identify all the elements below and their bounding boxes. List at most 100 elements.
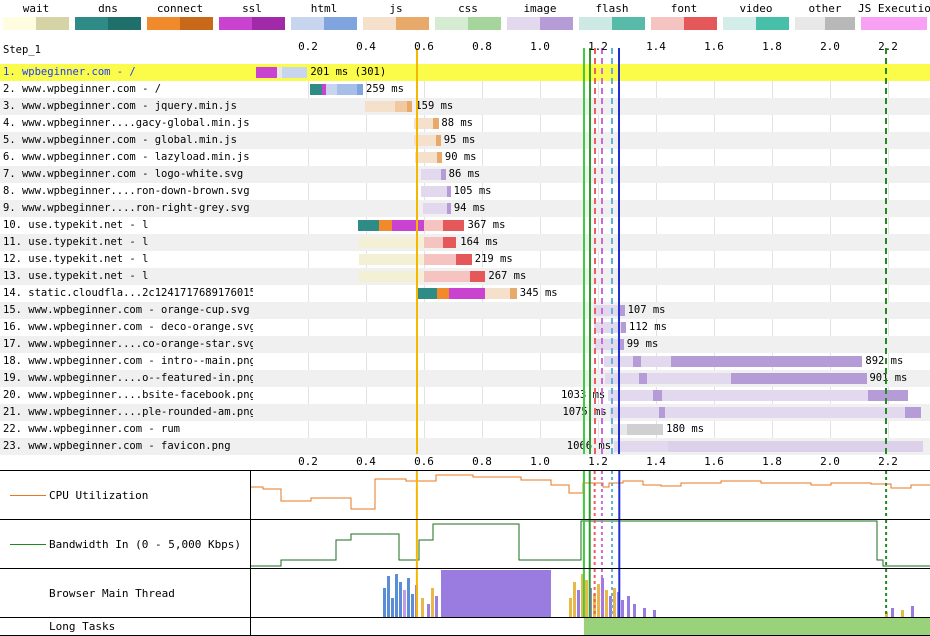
- request-duration: 94 ms: [453, 202, 486, 214]
- scale-tick-label: 1.6: [704, 455, 724, 468]
- request-label[interactable]: 11. use.typekit.net - l: [3, 236, 149, 248]
- timing-bar-segment: [358, 237, 424, 248]
- request-row[interactable]: 17. www.wpbeginner....co-orange-star.svg…: [0, 336, 930, 353]
- request-row[interactable]: 16. www.wpbeginner.com - deco-orange.svg…: [0, 319, 930, 336]
- request-row[interactable]: 3. www.wpbeginner.com - jquery.min.js 159…: [0, 98, 930, 115]
- scale-tick-label: 0.4: [356, 40, 376, 53]
- legend-swatch: [3, 17, 69, 30]
- legend-swatch: [507, 17, 573, 30]
- timing-bar-segment: [365, 101, 409, 112]
- request-label[interactable]: 18. www.wpbeginner.com - intro--main.png: [3, 355, 253, 367]
- request-row[interactable]: 21. www.wpbeginner....ple-rounded-am.png…: [0, 404, 930, 421]
- request-row[interactable]: 22. www.wpbeginner.com - rum 180 ms: [0, 421, 930, 438]
- cpu-utilization-graph: [251, 471, 930, 519]
- scale-tick-label: 0.6: [414, 40, 434, 53]
- timing-bar-segment: [609, 407, 922, 418]
- timing-bar-segment: [448, 288, 485, 299]
- request-label[interactable]: 23. www.wpbeginner.com - favicon.png: [3, 440, 231, 452]
- request-row[interactable]: 20. www.wpbeginner....bsite-facebook.png…: [0, 387, 930, 404]
- request-row[interactable]: 15. www.wpbeginner.com - orange-cup.svg 1…: [0, 302, 930, 319]
- request-duration: 164 ms: [460, 236, 499, 248]
- request-label[interactable]: 19. www.wpbeginner....o--featured-in.png: [3, 372, 253, 384]
- request-label[interactable]: 21. www.wpbeginner....ple-rounded-am.png: [3, 406, 253, 418]
- request-label[interactable]: 15. www.wpbeginner.com - orange-cup.svg: [3, 304, 250, 316]
- timing-bar-segment: [658, 407, 665, 418]
- request-row[interactable]: 2. www.wpbeginner.com - / 259 ms: [0, 81, 930, 98]
- request-label[interactable]: 3. www.wpbeginner.com - jquery.min.js: [3, 100, 237, 112]
- request-row[interactable]: 8. www.wpbeginner....ron-down-brown.svg 1…: [0, 183, 930, 200]
- request-label[interactable]: 2. www.wpbeginner.com - /: [3, 83, 162, 95]
- timing-bar-segment: [406, 101, 413, 112]
- request-duration: 892 ms: [865, 355, 904, 367]
- timing-marker-line: [618, 48, 621, 454]
- timing-bar-segment: [281, 67, 308, 78]
- request-row[interactable]: 9. www.wpbeginner....ron-right-grey.svg 9…: [0, 200, 930, 217]
- scale-tick-label: 0.6: [414, 455, 434, 468]
- legend-swatch: [723, 17, 789, 30]
- timing-bar-segment: [424, 237, 457, 248]
- timing-bar-segment: [321, 84, 326, 95]
- timing-bar-segment: [441, 169, 446, 180]
- legend-label: dns: [98, 2, 118, 15]
- request-label[interactable]: 9. www.wpbeginner....ron-right-grey.svg: [3, 202, 250, 214]
- bandwidth-panel: Bandwidth In (0 - 5,000 Kbps): [0, 519, 930, 568]
- timing-bar-segment: [437, 288, 449, 299]
- request-duration: 259 ms: [366, 83, 404, 95]
- request-label[interactable]: 16. www.wpbeginner.com - deco-orange.svg: [3, 321, 253, 333]
- timing-bar-segment: [608, 390, 908, 401]
- request-label[interactable]: 8. www.wpbeginner....ron-down-brown.svg: [3, 185, 250, 197]
- timing-bar-segment: [395, 101, 409, 112]
- timing-marker-line: [611, 48, 615, 454]
- request-label[interactable]: 12. use.typekit.net - l: [3, 253, 149, 265]
- request-label[interactable]: 10. use.typekit.net - l: [3, 219, 149, 231]
- timing-bar-segment: [470, 271, 486, 282]
- request-row[interactable]: 11. use.typekit.net - l 164 ms: [0, 234, 930, 251]
- timing-bar-segment: [593, 322, 627, 333]
- request-row[interactable]: 14. static.cloudfla...2c1241717689176015…: [0, 285, 930, 302]
- request-row[interactable]: 6. www.wpbeginner.com - lazyload.min.js 9…: [0, 149, 930, 166]
- main-thread-panel: Browser Main Thread: [0, 568, 930, 618]
- timing-bar-segment: [337, 84, 364, 95]
- legend-swatch: [651, 17, 717, 30]
- request-row[interactable]: 23. www.wpbeginner.com - favicon.png 1066…: [0, 438, 930, 455]
- request-duration: 112 ms: [629, 321, 667, 333]
- legend-item-other: other: [792, 0, 858, 34]
- timing-bar-segment: [509, 288, 517, 299]
- step-label: Step_1: [3, 44, 41, 56]
- legend-label: wait: [22, 2, 50, 15]
- request-label[interactable]: 6. www.wpbeginner.com - lazyload.min.js: [3, 151, 250, 163]
- request-label[interactable]: 14. static.cloudfla...2c1241717689176015: [3, 287, 253, 299]
- scale-tick-label: 1.0: [530, 40, 550, 53]
- timing-marker-line: [885, 48, 889, 454]
- scale-tick-label: 0.2: [298, 455, 318, 468]
- request-label[interactable]: 1. wpbeginner.com - /: [3, 66, 136, 78]
- legend-label: ssl: [242, 2, 262, 15]
- legend-label: font: [670, 2, 698, 15]
- request-label[interactable]: 22. www.wpbeginner.com - rum: [3, 423, 181, 435]
- request-label[interactable]: 7. www.wpbeginner.com - logo-white.svg: [3, 168, 244, 180]
- scale-tick-label: 1.6: [704, 40, 724, 53]
- timing-bar-segment: [392, 220, 424, 231]
- request-label[interactable]: 17. www.wpbeginner....co-orange-star.svg: [3, 338, 253, 350]
- request-row[interactable]: 7. www.wpbeginner.com - logo-white.svg 86…: [0, 166, 930, 183]
- request-row[interactable]: 18. www.wpbeginner.com - intro--main.png…: [0, 353, 930, 370]
- request-label[interactable]: 13. use.typekit.net - l: [3, 270, 149, 282]
- request-row[interactable]: 10. use.typekit.net - l 367 ms: [0, 217, 930, 234]
- request-label[interactable]: 20. www.wpbeginner....bsite-facebook.png: [3, 389, 253, 401]
- request-row[interactable]: 13. use.typekit.net - l 267 ms: [0, 268, 930, 285]
- scale-tick-label: 1.8: [762, 455, 782, 468]
- request-label[interactable]: 4. www.wpbeginner....gacy-global.min.js: [3, 117, 250, 129]
- timing-marker-line: [415, 48, 418, 454]
- request-row[interactable]: 4. www.wpbeginner....gacy-global.min.js 8…: [0, 115, 930, 132]
- legend-item-flash: flash: [576, 0, 648, 34]
- timing-bar-segment: [432, 118, 440, 129]
- request-row[interactable]: 12. use.typekit.net - l 219 ms: [0, 251, 930, 268]
- request-row[interactable]: 5. www.wpbeginner.com - global.min.js 95 …: [0, 132, 930, 149]
- request-label[interactable]: 5. www.wpbeginner.com - global.min.js: [3, 134, 237, 146]
- timing-bar-segment: [670, 356, 863, 367]
- request-row[interactable]: 1. wpbeginner.com - / 201 ms (301): [0, 64, 930, 81]
- request-row[interactable]: 19. www.wpbeginner....o--featured-in.png…: [0, 370, 930, 387]
- timing-bar-segment: [619, 305, 625, 316]
- request-duration: 201 ms (301): [310, 66, 387, 78]
- timing-bar-segment: [256, 67, 277, 78]
